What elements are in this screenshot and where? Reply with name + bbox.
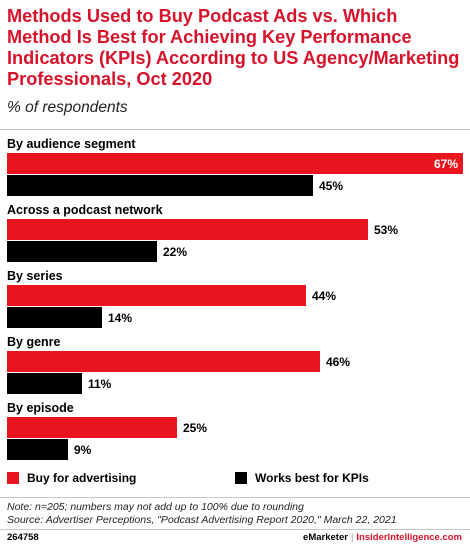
value-label-kpi-by-genre: 11% bbox=[88, 377, 112, 391]
footer-divider bbox=[0, 529, 470, 530]
category-label-by-genre: By genre bbox=[7, 335, 61, 349]
legend-item-kpi: Works best for KPIs bbox=[235, 470, 369, 486]
value-label-kpi-across-a-podcast-network: 22% bbox=[163, 245, 187, 259]
legend-item-buy: Buy for advertising bbox=[7, 470, 136, 486]
category-label-by-series: By series bbox=[7, 269, 63, 283]
note-text: Note: n=205; numbers may not add up to 1… bbox=[7, 501, 304, 513]
brand-emarketer: eMarketer bbox=[303, 532, 348, 543]
source-text: Source: Advertiser Perceptions, "Podcast… bbox=[7, 514, 397, 526]
legend-label-buy: Buy for advertising bbox=[27, 471, 137, 485]
value-label-kpi-by-episode: 9% bbox=[74, 443, 92, 457]
bar-buy-by-audience-segment bbox=[7, 153, 463, 174]
chart-id: 264758 bbox=[7, 532, 39, 543]
legend-swatch-kpi bbox=[235, 472, 247, 484]
bar-chart: By audience segment 67% 45% Across a podcas… bbox=[7, 137, 463, 460]
category-label-by-episode: By episode bbox=[7, 401, 74, 415]
value-label-buy-by-series: 44% bbox=[312, 289, 336, 303]
bar-buy-across-a-podcast-network bbox=[7, 219, 368, 240]
bar-kpi-by-series bbox=[7, 307, 102, 328]
bar-kpi-by-episode bbox=[7, 439, 68, 460]
value-label-kpi-by-audience-segment: 45% bbox=[319, 179, 343, 193]
bar-kpi-across-a-podcast-network bbox=[7, 241, 157, 262]
bar-buy-by-episode bbox=[7, 417, 177, 438]
value-label-kpi-by-series: 14% bbox=[108, 311, 132, 325]
category-label-by-audience-segment: By audience segment bbox=[7, 137, 136, 151]
legend-label-kpi: Works best for KPIs bbox=[255, 471, 369, 485]
value-label-buy-by-episode: 25% bbox=[183, 421, 207, 435]
bar-kpi-by-audience-segment bbox=[7, 175, 313, 196]
value-label-buy-by-genre: 46% bbox=[326, 355, 350, 369]
chart-title: Methods Used to Buy Podcast Ads vs. Whic… bbox=[7, 6, 460, 89]
value-label-buy-by-audience-segment: 67% bbox=[434, 157, 458, 171]
footer-brand: eMarketer | InsiderIntelligence.com bbox=[303, 532, 462, 543]
bar-buy-by-genre bbox=[7, 351, 320, 372]
bar-buy-by-series bbox=[7, 285, 306, 306]
notes-divider bbox=[0, 497, 470, 498]
category-label-across-a-podcast-network: Across a podcast network bbox=[7, 203, 163, 217]
top-divider bbox=[0, 129, 470, 130]
brand-divider: | bbox=[350, 532, 354, 543]
legend-swatch-buy bbox=[7, 472, 19, 484]
value-label-buy-across-a-podcast-network: 53% bbox=[374, 223, 398, 237]
brand-insider: InsiderIntelligence.com bbox=[356, 532, 462, 543]
bar-kpi-by-genre bbox=[7, 373, 82, 394]
chart-subtitle: % of respondents bbox=[7, 99, 128, 116]
